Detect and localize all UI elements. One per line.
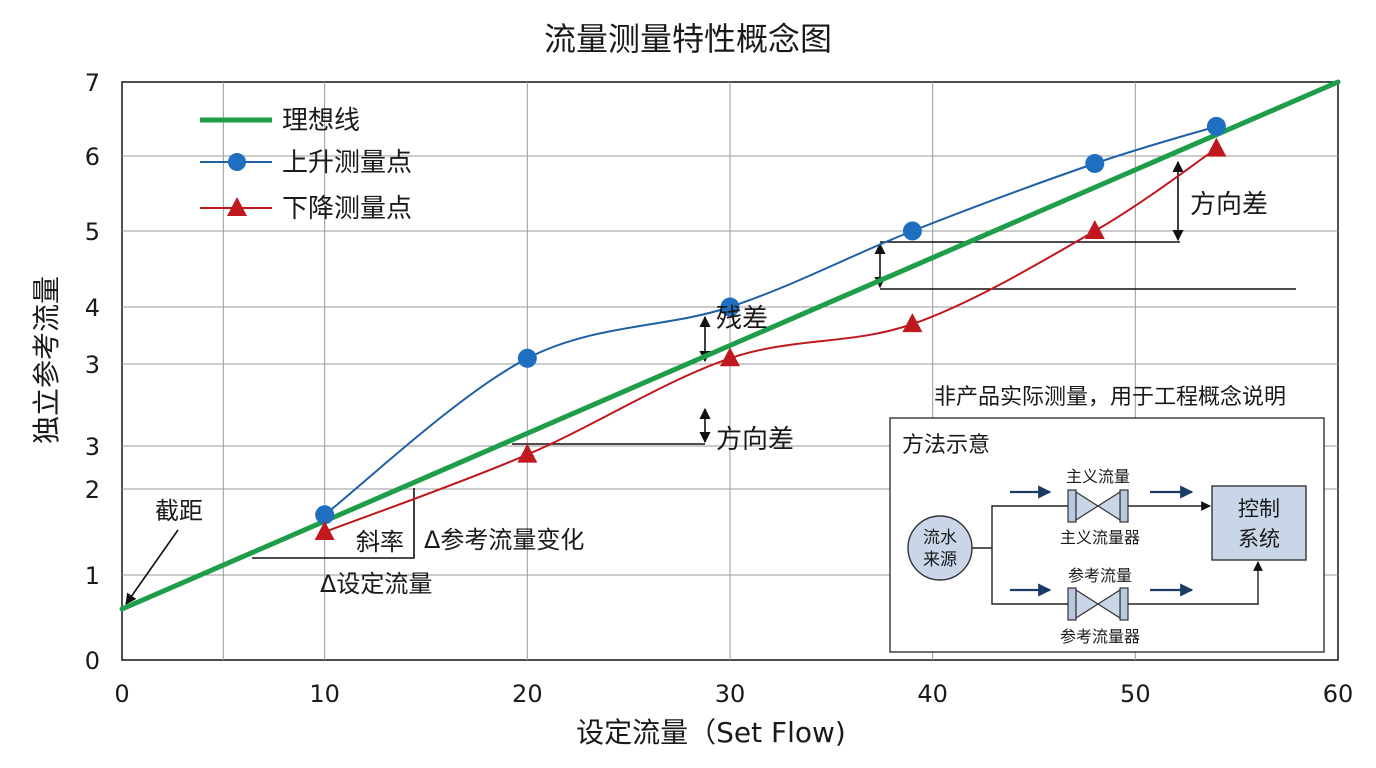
residual-label: 残差: [716, 304, 768, 334]
intercept-arrow: [125, 529, 179, 605]
x-tick-label: 50: [1120, 680, 1151, 708]
slope-label: 斜率: [356, 528, 404, 556]
y-tick-label: 2: [85, 476, 100, 504]
x-tick-label: 0: [114, 680, 129, 708]
rising-point: [720, 297, 740, 317]
rising-point: [1206, 116, 1226, 136]
falling-point: [517, 443, 538, 463]
intercept-label: 截距: [155, 497, 203, 525]
control-system-label-line1: 控制: [1238, 497, 1280, 521]
ref-meter-label: 参考流量器: [1060, 627, 1140, 646]
y-tick-label: 3: [85, 433, 100, 461]
control-system-box: [1211, 485, 1307, 561]
chart-title: 流量测量特性概念图: [544, 20, 832, 58]
y-tick-label: 0: [85, 647, 100, 675]
x-tick-label: 10: [309, 680, 340, 708]
x-tick-label: 60: [1323, 680, 1354, 708]
x-tick-label: 30: [715, 680, 746, 708]
ref-meter-valve-icon: [1067, 587, 1129, 621]
water-source-node: [907, 515, 973, 581]
main-meter-valve-icon: [1067, 489, 1129, 523]
x-tick-label: 40: [917, 680, 948, 708]
y-tick-label: 1: [85, 562, 100, 590]
directional-diff-1-label: 方向差: [716, 425, 794, 455]
delta-ref-label: Δ参考流量变化: [424, 526, 584, 554]
legend-item-falling: 下降测量点: [200, 194, 412, 224]
method-inset: 方法示意 流水 来源 主义流量 主义流量器: [889, 417, 1325, 653]
control-system-label-line2: 系统: [1238, 527, 1280, 551]
water-source-label-line2: 来源: [923, 550, 957, 570]
falling-point: [720, 347, 740, 367]
main-meter-label: 主义流量器: [1060, 528, 1140, 547]
legend-falling-marker: [227, 197, 247, 216]
rising-point: [902, 221, 922, 241]
y-axis-ticks: 0 1 2 3 3 4 5 6 7: [85, 69, 100, 675]
series-layer: [119, 79, 1341, 612]
legend-rising-label: 上升测量点: [282, 148, 412, 178]
main-flow-label: 主义流量: [1066, 467, 1130, 486]
falling-point: [314, 521, 335, 540]
legend-item-rising: 上升测量点: [200, 148, 412, 178]
slope-triangle: [252, 488, 415, 559]
rising-point: [315, 505, 335, 525]
legend-rising-marker: [228, 153, 246, 171]
legend-ideal-label: 理想线: [282, 106, 360, 136]
ref-flow-label: 参考流量: [1068, 566, 1132, 585]
rising-point: [517, 348, 537, 368]
y-tick-label: 3: [85, 351, 100, 379]
y-tick-label: 6: [85, 143, 100, 171]
legend-item-ideal: 理想线: [200, 106, 360, 136]
legend-falling-label: 下降测量点: [282, 194, 412, 224]
x-axis-label: 设定流量（Set Flow): [576, 716, 846, 749]
legend: 理想线 上升测量点 下降测量点: [200, 106, 412, 224]
water-source-label-line1: 流水: [923, 528, 957, 548]
x-axis-ticks: 0 10 20 30 40 50 60: [114, 680, 1353, 708]
disclaimer-note: 非产品实际测量，用于工程概念说明: [934, 385, 1286, 410]
directional-diff-2-label: 方向差: [1190, 190, 1268, 220]
delta-set-label: Δ设定流量: [320, 570, 432, 598]
rising-point: [1085, 154, 1105, 173]
falling-point: [1084, 220, 1105, 239]
x-tick-label: 20: [512, 680, 543, 708]
y-tick-label: 5: [85, 218, 100, 246]
y-axis-label: 独立参考流量: [30, 276, 63, 444]
falling-point: [902, 313, 923, 333]
y-tick-label: 4: [85, 294, 100, 322]
y-tick-label: 7: [85, 69, 100, 97]
inset-title: 方法示意: [902, 433, 990, 458]
falling-point: [1206, 137, 1227, 157]
